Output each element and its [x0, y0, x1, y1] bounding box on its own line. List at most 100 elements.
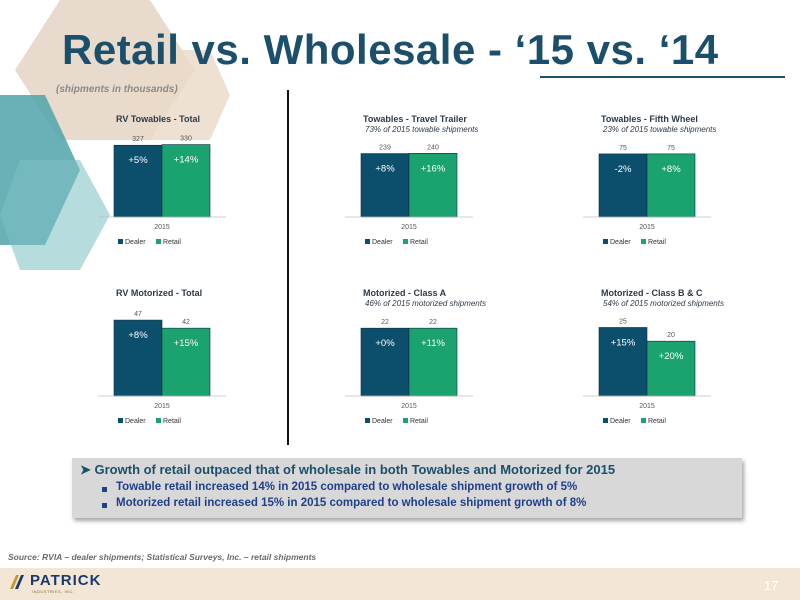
chart-subtitle: 73% of 2015 towable shipments	[365, 125, 478, 134]
legend-label: Retail	[648, 239, 666, 246]
chart-fifth-wheel: Towables - Fifth Wheel 23% of 2015 towabl…	[583, 112, 773, 257]
bar-retail	[646, 340, 696, 397]
change-label: +16%	[421, 163, 446, 174]
x-tick-label: 2015	[154, 403, 170, 410]
page-subtitle: (shipments in thousands)	[56, 84, 178, 95]
change-label: +20%	[659, 351, 684, 362]
chart-title: Motorized - Class B & C	[601, 288, 703, 298]
change-label: +14%	[174, 155, 199, 166]
data-label: 42	[182, 319, 190, 326]
chart-title: Towables - Fifth Wheel	[601, 114, 698, 124]
legend-label: Dealer	[372, 239, 393, 246]
chart-svg: RV Motorized - Total 47 +8% 42 +15% 2015 Deale…	[98, 288, 226, 425]
callout-main-point: ➤ Growth of retail outpaced that of whol…	[80, 462, 616, 477]
legend-swatch	[156, 418, 161, 423]
data-label: 240	[427, 144, 439, 151]
legend-swatch	[603, 418, 608, 423]
legend-label: Retail	[410, 418, 428, 425]
decorative-hexagons	[0, 0, 230, 270]
x-tick-label: 2015	[401, 403, 417, 410]
legend-swatch	[403, 418, 408, 423]
change-label: +8%	[128, 330, 148, 341]
legend-swatch	[403, 239, 408, 244]
legend-label: Dealer	[610, 239, 631, 246]
company-logo-tagline: INDUSTRIES, INC.	[32, 589, 75, 594]
data-label: 22	[381, 319, 389, 326]
legend-swatch	[118, 239, 123, 244]
data-label: 75	[667, 145, 675, 152]
chart-subtitle: 54% of 2015 motorized shipments	[603, 299, 724, 308]
legend-swatch	[641, 418, 646, 423]
bar-dealer	[598, 327, 648, 397]
chart-title: Motorized - Class A	[363, 288, 447, 298]
company-logo: PATRICK	[30, 572, 102, 589]
bar-dealer	[360, 153, 410, 218]
chart-subtitle: 23% of 2015 towable shipments	[602, 125, 716, 134]
chart-rv-towables-total: RV Towables - Total 327 +5% 330 +14% 2015 Deal…	[98, 112, 288, 257]
legend-swatch	[365, 418, 370, 423]
data-label: 25	[619, 318, 627, 325]
legend-label: Retail	[410, 239, 428, 246]
chart-title: RV Motorized - Total	[116, 288, 202, 298]
chart-travel-trailer: Towables - Travel Trailer 73% of 2015 tow…	[345, 112, 535, 257]
change-label: +5%	[128, 155, 148, 166]
bar-retail	[161, 144, 211, 218]
chart-title: RV Towables - Total	[116, 114, 200, 124]
bullet-icon	[102, 487, 107, 492]
bullet-icon	[102, 503, 107, 508]
data-label: 22	[429, 319, 437, 326]
legend-label: Dealer	[125, 418, 146, 425]
change-label: +8%	[375, 164, 395, 175]
data-label: 75	[619, 145, 627, 152]
legend-label: Dealer	[372, 418, 393, 425]
vertical-divider	[287, 90, 289, 445]
legend-swatch	[641, 239, 646, 244]
data-label: 20	[667, 332, 675, 339]
change-label: +15%	[611, 337, 636, 348]
page-number: 17	[764, 578, 779, 593]
legend-label: Retail	[163, 418, 181, 425]
legend-label: Dealer	[610, 418, 631, 425]
bar-dealer	[360, 327, 410, 397]
change-label: +15%	[174, 338, 199, 349]
change-label: +11%	[421, 338, 445, 349]
legend-swatch	[365, 239, 370, 244]
change-label: +0%	[375, 338, 395, 349]
chart-class-b-c: Motorized - Class B & C 54% of 2015 motor…	[583, 286, 773, 436]
legend-swatch	[603, 239, 608, 244]
legend-label: Retail	[648, 418, 666, 425]
chart-title: Towables - Travel Trailer	[363, 114, 467, 124]
logo-mark-icon	[10, 575, 24, 589]
legend-label: Retail	[163, 239, 181, 246]
callout-main-text: Growth of retail outpaced that of wholes…	[94, 462, 616, 477]
source-note: Source: RVIA – dealer shipments; Statist…	[8, 552, 317, 562]
legend-swatch	[118, 418, 123, 423]
x-tick-label: 2015	[639, 403, 655, 410]
bar-retail	[161, 327, 211, 397]
chart-subtitle: 46% of 2015 motorized shipments	[365, 299, 486, 308]
chart-svg: Motorized - Class B & C54% of 2015 motor…	[583, 288, 724, 425]
x-tick-label: 2015	[154, 224, 170, 231]
change-label: +8%	[661, 164, 681, 175]
data-label: 239	[379, 145, 391, 152]
bar-dealer	[113, 319, 163, 397]
x-tick-label: 2015	[401, 224, 417, 231]
bar-retail	[408, 327, 458, 397]
page-title: Retail vs. Wholesale - ‘15 vs. ‘14	[62, 26, 719, 73]
x-tick-label: 2015	[639, 224, 655, 231]
data-label: 327	[132, 136, 144, 143]
callout-bullet-2: Motorized retail increased 15% in 2015 c…	[116, 497, 587, 509]
callout-bullet-1: Towable retail increased 14% in 2015 com…	[116, 481, 578, 493]
title-rule	[540, 76, 785, 78]
chart-rv-motorized-total: RV Motorized - Total 47 +8% 42 +15% 2015 Deale…	[98, 286, 288, 436]
chart-svg: Motorized - Class A46% of 2015 motorized…	[345, 288, 486, 425]
bar-retail	[646, 153, 696, 218]
chart-class-a: Motorized - Class A 46% of 2015 motorized…	[345, 286, 535, 436]
change-label: -2%	[615, 164, 632, 175]
legend-label: Dealer	[125, 239, 146, 246]
data-label: 47	[134, 311, 142, 318]
legend-swatch	[156, 239, 161, 244]
footer-bar	[0, 568, 800, 600]
data-label: 330	[180, 136, 192, 143]
